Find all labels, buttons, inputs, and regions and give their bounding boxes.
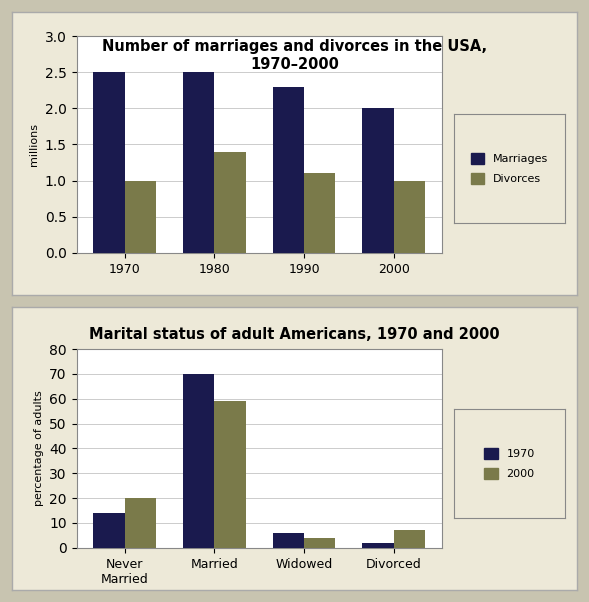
Bar xyxy=(362,108,394,253)
Y-axis label: millions: millions xyxy=(29,123,39,166)
Legend: 1970, 2000: 1970, 2000 xyxy=(479,442,540,485)
Bar xyxy=(304,173,335,253)
Legend: Marriages, Divorces: Marriages, Divorces xyxy=(465,147,554,190)
Bar xyxy=(273,87,304,253)
Bar xyxy=(93,72,124,253)
Text: Number of marriages and divorces in the USA,
1970–2000: Number of marriages and divorces in the … xyxy=(102,39,487,72)
Bar xyxy=(273,533,304,548)
Y-axis label: percentage of adults: percentage of adults xyxy=(34,391,44,506)
Bar xyxy=(362,543,394,548)
Bar xyxy=(214,402,246,548)
Bar xyxy=(183,374,214,548)
Bar xyxy=(183,72,214,253)
Bar xyxy=(124,498,156,548)
Bar xyxy=(124,181,156,253)
Text: Marital status of adult Americans, 1970 and 2000: Marital status of adult Americans, 1970 … xyxy=(89,327,500,342)
Bar xyxy=(214,152,246,253)
Bar xyxy=(304,538,335,548)
Bar xyxy=(394,181,425,253)
Bar xyxy=(394,530,425,548)
Bar xyxy=(93,513,124,548)
